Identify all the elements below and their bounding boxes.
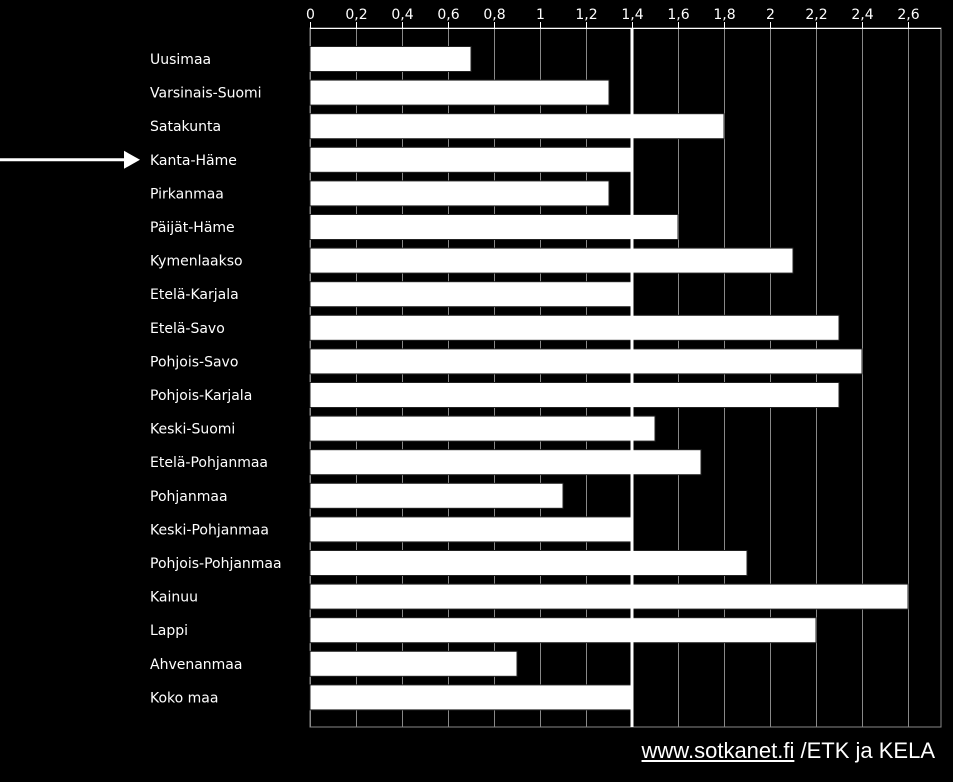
bar[interactable] xyxy=(309,214,679,240)
category-label: Lappi xyxy=(150,623,188,639)
category-label: Etelä-Pohjanmaa xyxy=(150,455,268,471)
bar[interactable] xyxy=(309,382,840,408)
x-tick-label: 0,8 xyxy=(483,7,505,23)
x-tick-label: 2,2 xyxy=(805,7,827,23)
bar[interactable] xyxy=(309,617,817,644)
x-tick-label: 0,6 xyxy=(437,7,459,23)
source-link[interactable]: www.sotkanet.fi xyxy=(641,738,795,763)
category-label: Kanta-Häme xyxy=(150,153,237,169)
x-tick-label: 1,2 xyxy=(575,7,597,23)
category-label: Pohjois-Pohjanmaa xyxy=(150,556,282,572)
category-label: Koko maa xyxy=(150,690,218,706)
category-label: Pohjois-Karjala xyxy=(150,388,252,404)
bar[interactable] xyxy=(309,113,725,140)
category-label: Päijät-Häme xyxy=(150,220,235,236)
category-label: Ahvenanmaa xyxy=(150,657,242,673)
category-label: Etelä-Savo xyxy=(150,321,225,337)
bar[interactable] xyxy=(309,415,656,442)
bar[interactable] xyxy=(309,180,610,207)
category-label: Uusimaa xyxy=(150,52,211,68)
bar[interactable] xyxy=(309,684,633,711)
category-label: Etelä-Karjala xyxy=(150,287,239,303)
category-label: Pohjanmaa xyxy=(150,489,228,505)
x-tick-label: 1,8 xyxy=(713,7,735,23)
x-tick-label: 1,4 xyxy=(621,7,643,23)
category-label: Kymenlaakso xyxy=(150,254,243,270)
bar[interactable] xyxy=(309,650,518,677)
bar[interactable] xyxy=(309,281,633,308)
category-label: Keski-Suomi xyxy=(150,422,235,438)
category-label: Satakunta xyxy=(150,119,221,135)
category-label: Varsinais-Suomi xyxy=(150,86,262,102)
bar[interactable] xyxy=(309,314,840,341)
category-label: Kainuu xyxy=(150,590,198,606)
bar[interactable] xyxy=(309,516,633,543)
category-label: Pirkanmaa xyxy=(150,186,224,202)
x-tick-label: 2 xyxy=(766,7,775,23)
x-tick-label: 2,4 xyxy=(851,7,873,23)
x-tick-label: 1 xyxy=(536,7,545,23)
source-footer: www.sotkanet.fi /ETK ja KELA xyxy=(642,738,935,764)
x-tick-label: 0 xyxy=(306,7,315,23)
bar[interactable] xyxy=(309,79,610,106)
x-tick-label: 0,2 xyxy=(345,7,367,23)
category-label: Keski-Pohjanmaa xyxy=(150,522,269,538)
bar[interactable] xyxy=(309,550,748,576)
bar[interactable] xyxy=(309,247,794,274)
source-credit: /ETK ja KELA xyxy=(794,738,935,763)
x-tick-label: 2,6 xyxy=(897,7,919,23)
category-label: Pohjois-Savo xyxy=(150,354,238,370)
x-tick-label: 0,4 xyxy=(391,7,413,23)
bar[interactable] xyxy=(309,348,863,375)
bar[interactable] xyxy=(309,482,564,509)
bar[interactable] xyxy=(309,583,909,610)
bar[interactable] xyxy=(309,46,472,72)
arrow-right-icon xyxy=(124,150,140,169)
bar[interactable] xyxy=(309,146,633,173)
bar[interactable] xyxy=(309,449,702,476)
x-tick-label: 1,6 xyxy=(667,7,689,23)
